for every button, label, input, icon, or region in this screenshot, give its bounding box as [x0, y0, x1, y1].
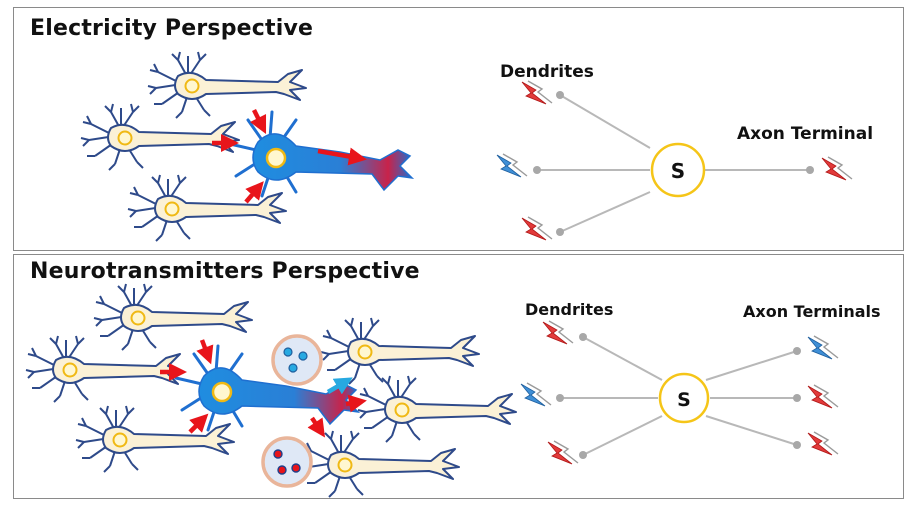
passive-neuron	[300, 430, 460, 498]
axon-terminal-node	[793, 441, 801, 449]
passive-neuron	[75, 405, 235, 473]
dendrite-node	[533, 166, 541, 174]
signal-arrow-cyan	[326, 377, 353, 395]
axon-terminals-label: Axon Terminals	[743, 302, 881, 321]
lightning-bolt-red-icon	[807, 431, 839, 456]
passive-neuron	[127, 174, 287, 242]
dendrite-node	[556, 91, 564, 99]
passive-neuron	[80, 103, 240, 171]
lightning-bolt-blue-icon	[807, 335, 839, 360]
vesicle-red	[261, 436, 313, 488]
axon-terminal-label: Axon Terminal	[737, 124, 873, 144]
dendrite-node	[579, 451, 587, 459]
dendrite-node	[556, 228, 564, 236]
lightning-bolt-red-icon	[547, 440, 579, 465]
passive-neuron	[147, 51, 307, 119]
soma-label: S	[671, 159, 685, 183]
passive-neuron	[357, 375, 517, 443]
panel-title: Electricity Perspective	[30, 16, 314, 41]
axon-terminal-node	[793, 347, 801, 355]
soma-node	[650, 142, 706, 198]
dendrites-label: Dendrites	[500, 62, 594, 82]
active-neuron	[228, 110, 415, 198]
signal-arrows	[160, 339, 367, 438]
passive-neuron	[320, 317, 480, 385]
signal-arrows	[212, 108, 367, 204]
soma-node	[658, 372, 710, 424]
active-neuron	[174, 344, 361, 432]
bottom-neuron-illustration	[25, 283, 517, 498]
soma-label: S	[677, 389, 691, 411]
lightning-bolt-blue-icon	[496, 153, 528, 178]
axon-terminal-node	[806, 166, 814, 174]
vesicle-blue	[271, 334, 323, 386]
lightning-bolt-blue-icon	[520, 382, 552, 407]
top-soma-graph: S Dendrites Axon Terminal	[496, 62, 873, 241]
passive-neuron	[93, 283, 253, 351]
top-neuron-illustration	[80, 51, 415, 242]
lightning-bolt-red-icon	[807, 384, 839, 409]
bottom-soma-graph: S Dendrites Axon Terminals	[520, 300, 881, 465]
lightning-bolt-red-icon	[821, 156, 853, 181]
lightning-bolt-red-icon	[542, 320, 574, 345]
dendrite-node	[579, 333, 587, 341]
lightning-bolt-red-icon	[521, 80, 553, 105]
dendrites-label: Dendrites	[525, 300, 613, 319]
neurotransmitters-perspective-panel: Neurotransmitters Perspective	[13, 254, 904, 499]
dendrite-node	[556, 394, 564, 402]
panel-title: Neurotransmitters Perspective	[30, 259, 420, 284]
passive-neuron	[25, 335, 185, 403]
lightning-bolt-red-icon	[521, 216, 553, 241]
axon-terminal-node	[793, 394, 801, 402]
